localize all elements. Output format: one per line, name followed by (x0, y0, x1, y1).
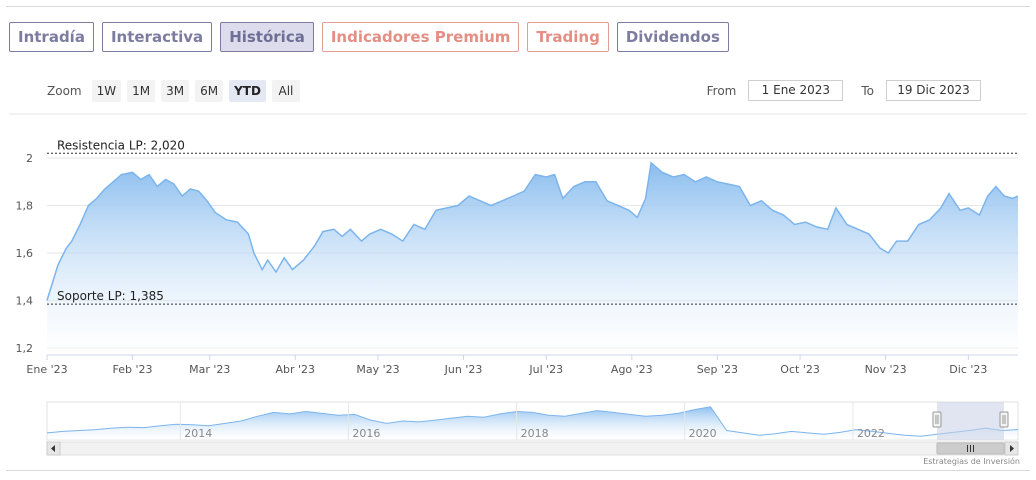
y-tick-label: 1,4 (16, 295, 34, 308)
x-tick-label: Oct '23 (780, 363, 820, 376)
x-tick-label: Ago '23 (611, 363, 653, 376)
x-tick-label: Dic '23 (949, 363, 987, 376)
navigator-scrollbar[interactable] (46, 441, 1019, 456)
x-tick-label: Ene '23 (26, 363, 67, 376)
x-tick-label: Mar '23 (189, 363, 230, 376)
x-tick-label: Feb '23 (113, 363, 153, 376)
x-tick-label: Sep '23 (697, 363, 738, 376)
y-tick-label: 1,8 (16, 200, 34, 213)
chevron-left-icon (51, 445, 55, 452)
zoom-button-6m[interactable]: 6M (195, 80, 224, 102)
y-tick-label: 1,6 (16, 247, 34, 260)
series-area (47, 162, 1018, 355)
zoom-button-1m[interactable]: 1M (127, 80, 156, 102)
zoom-button-all[interactable]: All (271, 80, 300, 102)
handle-body (999, 411, 1009, 428)
zoom-button-1w[interactable]: 1W (91, 80, 122, 102)
navigator-left-handle[interactable] (932, 411, 942, 428)
navigator-selection[interactable] (936, 402, 1004, 440)
x-tick-label: Abr '23 (275, 363, 315, 376)
zoom-button-group: 1W 1M 3M 6M YTD All (91, 80, 300, 102)
tab-trading[interactable]: Trading (527, 22, 609, 52)
handle-body (932, 411, 942, 428)
zoom-label: Zoom (47, 84, 82, 98)
scrollbar-track[interactable] (46, 441, 1019, 456)
y-tick-label: 1,2 (16, 342, 34, 355)
navigator-tick-label: 2020 (689, 427, 717, 440)
zoom-button-3m[interactable]: 3M (161, 80, 190, 102)
zoom-button-ytd[interactable]: YTD (229, 80, 266, 102)
x-tick-label: Nov '23 (865, 363, 907, 376)
series-line (46, 161, 1019, 301)
navigator-tick-label: 2016 (352, 427, 380, 440)
to-date-input[interactable]: 19 Dic 2023 (886, 80, 981, 101)
top-divider (6, 6, 1030, 7)
x-tick-label: May '23 (356, 363, 399, 376)
y-tick-label: 2 (26, 152, 33, 165)
plot-line-label: Resistencia LP: 2,020 (57, 138, 185, 152)
plot-line-label: Soporte LP: 1,385 (57, 289, 164, 303)
tab-dividendos[interactable]: Dividendos (616, 22, 729, 52)
x-tick-label: Jul '23 (528, 363, 563, 376)
x-tick-label: Jun '23 (444, 363, 483, 376)
navigator-tick-label: 2014 (184, 427, 212, 440)
chevron-right-icon (1010, 445, 1014, 452)
chart-tabs: Intradía Interactiva Histórica Indicadores … (9, 22, 729, 52)
navigator-line (46, 406, 1019, 437)
chart-credits: Estrategias de Inversión (923, 457, 1020, 466)
bottom-divider (6, 470, 1030, 471)
tab-intrad-a[interactable]: Intradía (9, 22, 94, 52)
navigator-tick-label: 2018 (521, 427, 549, 440)
from-label: From (706, 83, 737, 98)
zoom-controls: Zoom 1W 1M 3M 6M YTD All (47, 80, 300, 102)
tab-hist-rica[interactable]: Histórica (220, 22, 314, 52)
to-label: To (861, 83, 874, 98)
tab-indicadores-premium[interactable]: Indicadores Premium (321, 22, 520, 52)
navigator-tick-label: 2022 (857, 427, 885, 440)
navigator-right-handle[interactable] (999, 411, 1009, 428)
from-date-input[interactable]: 1 Ene 2023 (748, 80, 844, 101)
navigator-area (47, 406, 1018, 440)
tab-interactiva[interactable]: Interactiva (101, 22, 213, 52)
date-range-selector: From 1 Ene 2023 To 19 Dic 2023 (707, 80, 981, 101)
